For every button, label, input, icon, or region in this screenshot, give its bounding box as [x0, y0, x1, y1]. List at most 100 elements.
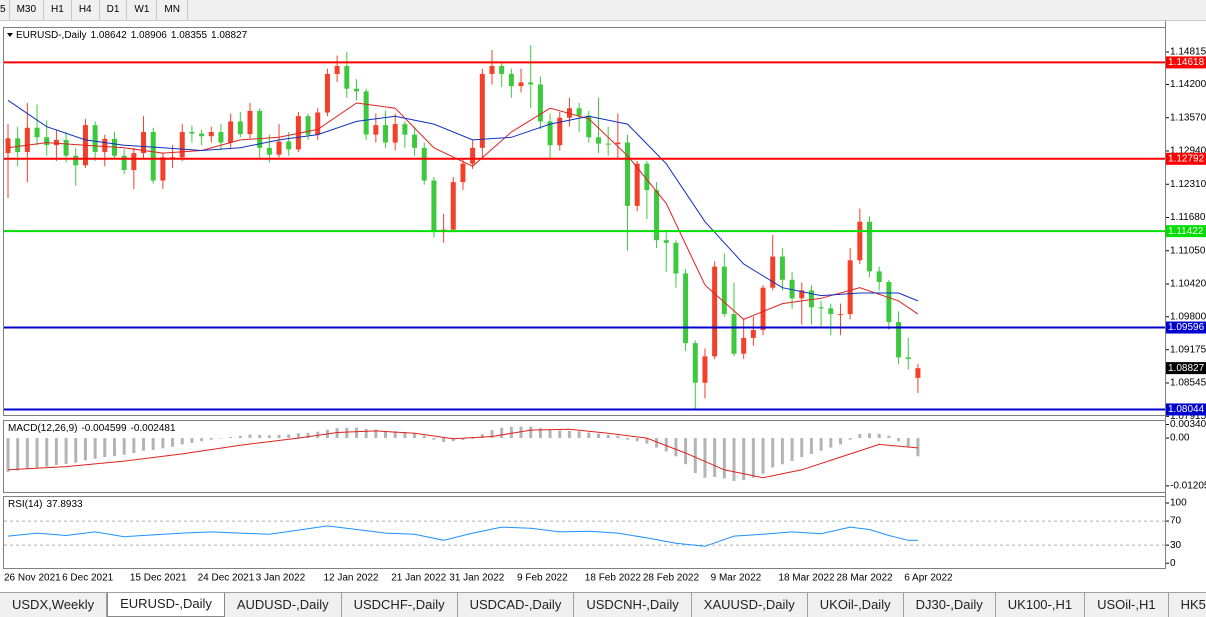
- y-tick-label: 100: [1170, 498, 1187, 509]
- candle-body: [847, 260, 853, 315]
- x-tick-label: 24 Dec 2021: [198, 573, 255, 584]
- current-price-box: [1166, 362, 1206, 375]
- candle-body: [867, 221, 873, 272]
- candle-body: [286, 141, 292, 150]
- indicator-line: [7, 428, 918, 479]
- histogram-bar: [596, 433, 600, 439]
- candle-body: [547, 121, 553, 146]
- candle-body: [712, 266, 718, 357]
- y-tick-label: -0.01205: [1170, 480, 1206, 491]
- candle-body: [208, 131, 214, 137]
- candle-body: [644, 163, 650, 191]
- histogram-bar: [16, 438, 20, 471]
- candle-body: [431, 180, 437, 232]
- histogram-bar: [471, 438, 475, 439]
- candle-body: [131, 153, 137, 171]
- candle-body: [896, 322, 902, 358]
- candle-body: [5, 138, 11, 154]
- timeframe-button[interactable]: MN: [157, 0, 188, 20]
- pane-header-value: 1.08355: [171, 30, 208, 41]
- timeframe-button[interactable]: W1: [127, 0, 158, 20]
- candle-body: [295, 116, 301, 150]
- histogram-bar: [229, 436, 233, 439]
- timeframe-toolbar: 5 M30 H1 H4 D1 W1 MN: [0, 0, 1206, 21]
- histogram-bar: [606, 434, 610, 439]
- pane-header-value: -0.004599: [81, 423, 126, 434]
- chart-tab[interactable]: UKOil-,Daily: [808, 593, 904, 617]
- timeframe-button[interactable]: H1: [44, 0, 72, 20]
- histogram-bar: [819, 438, 823, 451]
- y-tick-label: 1.09175: [1170, 344, 1206, 355]
- candle-body: [770, 256, 776, 288]
- chart-tab[interactable]: HK50-,H1: [1169, 593, 1206, 617]
- level-label: 1.09596: [1168, 322, 1205, 333]
- chart-tab[interactable]: EURUSD-,Daily: [107, 593, 225, 617]
- histogram-bar: [655, 438, 659, 448]
- candle-body: [373, 125, 379, 135]
- histogram-bar: [422, 435, 426, 439]
- timeframe-button[interactable]: M30: [10, 0, 45, 20]
- histogram-bar: [151, 438, 155, 450]
- histogram-bar: [190, 438, 194, 443]
- candle-body: [344, 66, 350, 89]
- histogram-bar: [393, 431, 397, 439]
- candle-body: [857, 221, 863, 261]
- pane-header-value: 1.08642: [91, 30, 128, 41]
- candle-body: [53, 139, 59, 146]
- chart-tab[interactable]: USDCNH-,Daily: [574, 593, 692, 617]
- candle-body: [683, 273, 689, 344]
- histogram-bar: [93, 438, 97, 459]
- histogram-bar: [587, 432, 591, 439]
- timeframe-button[interactable]: D1: [100, 0, 128, 20]
- candle-body: [179, 131, 185, 158]
- histogram-bar: [6, 438, 10, 472]
- indicator-line: [7, 99, 919, 302]
- candle-body: [692, 343, 698, 383]
- chart-tab[interactable]: USDX,Weekly: [0, 593, 108, 617]
- histogram-bar: [122, 438, 126, 455]
- candle-body: [73, 155, 79, 166]
- pane-title: RSI(14): [8, 499, 42, 510]
- x-tick-label: 26 Nov 2021: [4, 573, 61, 584]
- candle-body: [92, 125, 98, 153]
- pane-title: MACD(12,26,9): [8, 423, 77, 434]
- histogram-bar: [838, 438, 842, 445]
- candle-body: [673, 242, 679, 274]
- level-label: 1.12792: [1168, 153, 1205, 164]
- histogram-bar: [877, 433, 881, 439]
- chart-tab[interactable]: USDCAD-,Daily: [458, 593, 575, 617]
- y-tick-label: 1.11050: [1170, 245, 1206, 256]
- histogram-bar: [693, 438, 697, 473]
- candle-body: [102, 138, 108, 153]
- level-label: 1.11422: [1168, 226, 1204, 237]
- current-price-label: 1.08827: [1168, 363, 1205, 374]
- histogram-bar: [306, 432, 310, 439]
- x-tick-label: 21 Jan 2022: [391, 573, 446, 584]
- timeframe-button[interactable]: 5: [0, 0, 10, 20]
- chart-tab[interactable]: XAUUSD-,Daily: [692, 593, 808, 617]
- pane-plot: [5, 44, 921, 409]
- chart-tab[interactable]: USDCHF-,Daily: [342, 593, 458, 617]
- histogram-bar: [664, 438, 668, 452]
- histogram-bar: [258, 434, 262, 439]
- histogram-bar: [287, 434, 291, 439]
- candle-body: [63, 139, 69, 156]
- x-tick-label: 18 Feb 2022: [585, 573, 642, 584]
- candle-body: [24, 127, 30, 153]
- chart-tab[interactable]: UK100-,H1: [996, 593, 1086, 617]
- candle-body: [334, 66, 340, 74]
- histogram-bar: [897, 438, 901, 442]
- histogram-bar: [509, 426, 513, 439]
- candle-body: [421, 147, 427, 181]
- candle-body: [412, 134, 418, 148]
- candle-body: [470, 147, 476, 164]
- chart-tab[interactable]: AUDUSD-,Daily: [225, 593, 342, 617]
- chart-tab[interactable]: USOil-,H1: [1085, 593, 1169, 617]
- timeframe-button[interactable]: H4: [72, 0, 100, 20]
- chart-tabs: USDX,Weekly EURUSD-,Daily AUDUSD-,Daily USD…: [0, 592, 1206, 617]
- chart-tab[interactable]: DJ30-,Daily: [904, 593, 996, 617]
- candle-body: [586, 115, 592, 138]
- histogram-bar: [180, 438, 184, 445]
- histogram-bar: [809, 438, 813, 454]
- candle-body: [383, 125, 389, 143]
